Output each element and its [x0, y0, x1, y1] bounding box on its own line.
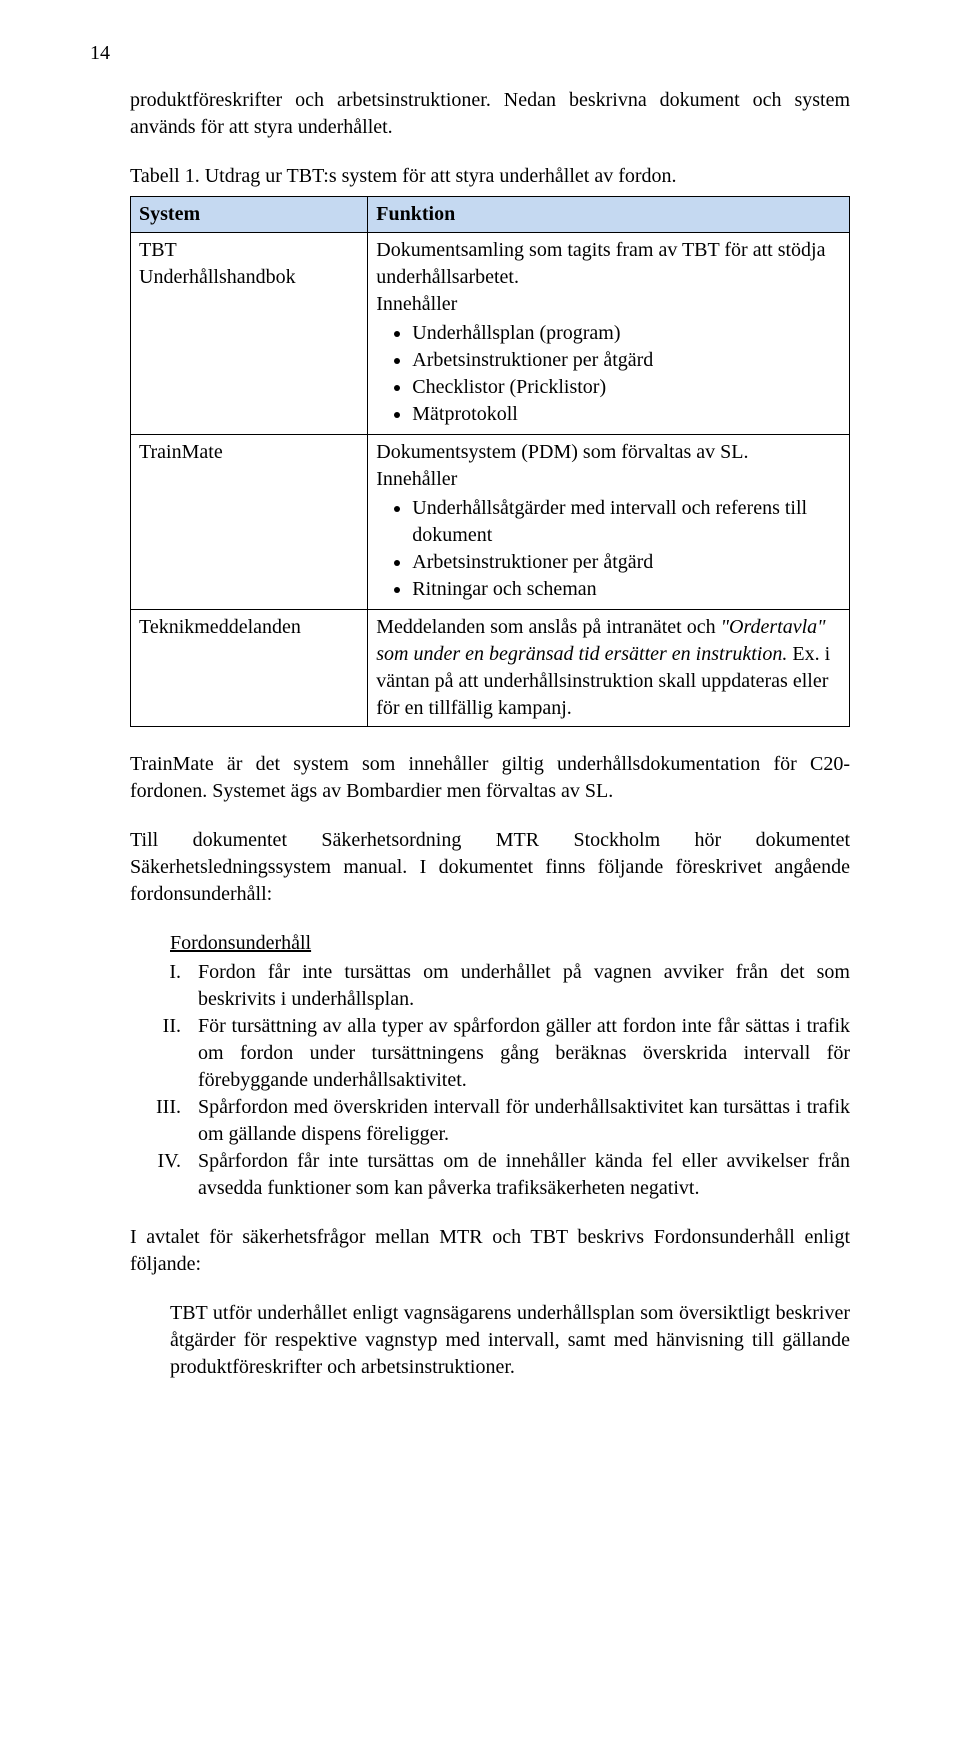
bullet-list: Underhållsplan (program) Arbetsinstrukti…	[376, 320, 841, 428]
table-row: Teknikmeddelanden Meddelanden som anslås…	[131, 610, 850, 727]
bullet-item: Mätprotokoll	[412, 401, 841, 428]
table-cell-system: Teknikmeddelanden	[131, 610, 368, 727]
cell-text: Meddelanden som anslås på intranätet och	[376, 616, 720, 638]
table-cell-system: TrainMate	[131, 435, 368, 610]
roman-list-item: Spårfordon får inte tursättas om de inne…	[186, 1148, 850, 1202]
table-cell-funktion: Dokumentsamling som tagits fram av TBT f…	[368, 233, 850, 435]
roman-list-item: Fordon får inte tursättas om underhållet…	[186, 959, 850, 1013]
bullet-item: Underhållsåtgärder med intervall och ref…	[412, 495, 841, 549]
roman-list-item: För tursättning av alla typer av spårfor…	[186, 1013, 850, 1094]
bullet-item: Checklistor (Pricklistor)	[412, 374, 841, 401]
roman-list-item: Spårfordon med överskriden intervall för…	[186, 1094, 850, 1148]
table-cell-funktion: Meddelanden som anslås på intranätet och…	[368, 610, 850, 727]
table-header-system: System	[131, 197, 368, 233]
table-row: TBT Underhållshandbok Dokumentsamling so…	[131, 233, 850, 435]
bullet-item: Arbetsinstruktioner per åtgärd	[412, 347, 841, 374]
page: 14 produktföreskrifter och arbetsinstruk…	[0, 0, 960, 1463]
cell-text: TrainMate	[139, 441, 223, 463]
intro-paragraph: produktföreskrifter och arbetsinstruktio…	[130, 87, 850, 141]
table-header-funktion: Funktion	[368, 197, 850, 233]
bullet-list: Underhållsåtgärder med intervall och ref…	[376, 495, 841, 603]
cell-text: Innehåller	[376, 293, 457, 315]
cell-text: TBT	[139, 239, 177, 261]
cell-text: Underhållshandbok	[139, 266, 296, 288]
table-header-row: System Funktion	[131, 197, 850, 233]
table-caption: Tabell 1. Utdrag ur TBT:s system för att…	[130, 163, 850, 190]
cell-text: Innehåller	[376, 468, 457, 490]
table-cell-system: TBT Underhållshandbok	[131, 233, 368, 435]
bullet-item: Arbetsinstruktioner per åtgärd	[412, 549, 841, 576]
cell-text: Teknikmeddelanden	[139, 616, 301, 638]
bullet-item: Underhållsplan (program)	[412, 320, 841, 347]
paragraph-trainmate: TrainMate är det system som innehåller g…	[130, 751, 850, 805]
list-title: Fordonsunderhåll	[170, 930, 850, 957]
roman-list: Fordon får inte tursättas om underhållet…	[130, 959, 850, 1202]
cell-text: Dokumentsystem (PDM) som förvaltas av SL…	[376, 441, 748, 463]
paragraph-indent: TBT utför underhållet enligt vagnsägaren…	[130, 1300, 850, 1381]
page-number: 14	[90, 40, 850, 67]
system-table: System Funktion TBT Underhållshandbok Do…	[130, 196, 850, 727]
paragraph-doc: Till dokumentet Säkerhetsordning MTR Sto…	[130, 827, 850, 908]
list-title-text: Fordonsunderhåll	[170, 932, 311, 954]
bullet-item: Ritningar och scheman	[412, 576, 841, 603]
cell-text: Dokumentsamling som tagits fram av TBT f…	[376, 239, 825, 288]
paragraph-avtal: I avtalet för säkerhetsfrågor mellan MTR…	[130, 1224, 850, 1278]
table-row: TrainMate Dokumentsystem (PDM) som förva…	[131, 435, 850, 610]
table-cell-funktion: Dokumentsystem (PDM) som förvaltas av SL…	[368, 435, 850, 610]
